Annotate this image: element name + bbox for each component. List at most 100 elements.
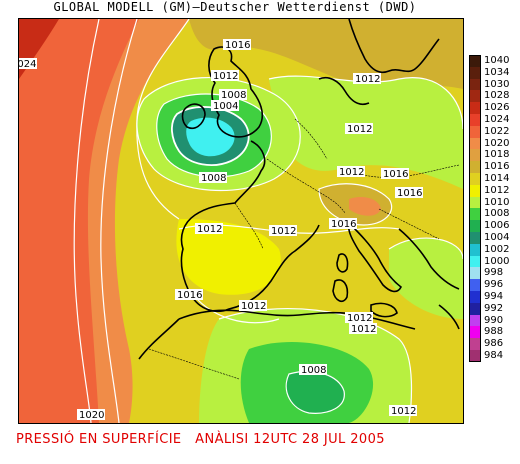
- legend-label: 1020: [484, 137, 510, 149]
- legend-label: 1026: [484, 102, 510, 114]
- legend-swatch: [469, 55, 481, 67]
- svg-text:1012: 1012: [339, 167, 364, 178]
- svg-text:1008: 1008: [301, 365, 326, 376]
- legend-swatch: [469, 349, 481, 362]
- legend-label: 1000: [484, 255, 510, 267]
- field-1006-south: [286, 371, 345, 414]
- isobar-label: 1016: [381, 168, 409, 180]
- legend-label: 1002: [484, 243, 510, 255]
- legend-swatch: [469, 290, 481, 303]
- isobar-label: 1012: [195, 223, 223, 235]
- field-1010-east: [389, 238, 463, 319]
- pressure-map-svg: 1016 1012 1008 1004 1008 1012 1012 1012 …: [19, 19, 463, 423]
- coastlines: [138, 19, 460, 360]
- legend-label: 1004: [484, 231, 510, 243]
- legend-label: 1022: [484, 125, 510, 137]
- legend-label: 1028: [484, 90, 510, 102]
- legend-swatch: [469, 267, 481, 280]
- legend-label: 990: [484, 314, 504, 326]
- analysis-time-label: ANÀLISI 12UTC 28 JUL 2005: [195, 432, 385, 447]
- isobar-label: 1016: [175, 289, 203, 301]
- legend-swatch: [469, 338, 481, 350]
- legend-swatch: [469, 113, 481, 126]
- svg-text:1012: 1012: [391, 406, 416, 417]
- isobar-label: 1012: [239, 300, 267, 312]
- legend-label: 992: [484, 302, 504, 314]
- isobar-label: 1008: [299, 364, 327, 376]
- svg-text:1016: 1016: [225, 40, 250, 51]
- svg-text:1008: 1008: [221, 90, 246, 101]
- legend-label: 1024: [484, 113, 510, 125]
- legend-label: 1006: [484, 220, 510, 232]
- legend-label: 1034: [484, 66, 510, 78]
- legend-swatch: [469, 66, 481, 79]
- svg-text:1016: 1016: [331, 219, 356, 230]
- legend-swatch: [469, 90, 481, 103]
- isobar-label: 1012: [269, 225, 297, 237]
- isobar-label: 1020: [77, 409, 105, 421]
- legend-swatch: [469, 326, 481, 339]
- svg-text:1016: 1016: [397, 188, 422, 199]
- isobar-label: 1012: [349, 323, 377, 335]
- svg-text:1016: 1016: [177, 290, 202, 301]
- field-1016-north: [189, 19, 463, 89]
- field-1012-iberia: [176, 219, 281, 295]
- pressure-map: 1016 1012 1008 1004 1008 1012 1012 1012 …: [18, 18, 464, 424]
- legend-label: 1010: [484, 196, 510, 208]
- isobar-label: 1012: [345, 312, 373, 324]
- isobar-label: 1012: [337, 166, 365, 178]
- legend-label: 988: [484, 326, 504, 338]
- legend-label: 996: [484, 279, 504, 291]
- svg-text:1012: 1012: [351, 324, 376, 335]
- legend-swatch: [469, 255, 481, 268]
- isobar-label: 1012: [389, 405, 417, 417]
- legend-label: 1014: [484, 172, 510, 184]
- legend-swatch: [469, 125, 481, 138]
- isobar-label: 1012: [345, 123, 373, 135]
- legend-swatch: [469, 208, 481, 221]
- isobar-label: 1008: [199, 172, 227, 184]
- legend-swatch: [469, 314, 481, 327]
- legend-label: 986: [484, 338, 504, 350]
- legend-swatch: [469, 243, 481, 256]
- legend-swatch: [469, 78, 481, 91]
- legend-swatch: [469, 302, 481, 315]
- field-1022: [19, 19, 139, 423]
- svg-text:1012: 1012: [355, 74, 380, 85]
- isobar-label: 1024: [19, 58, 37, 70]
- legend-swatch: [469, 184, 481, 197]
- legend-label: 1016: [484, 161, 510, 173]
- field-1000: [186, 117, 235, 157]
- legend-swatch: [469, 196, 481, 209]
- svg-text:1004: 1004: [213, 101, 238, 112]
- legend-swatch: [469, 137, 481, 150]
- legend-label: 998: [484, 267, 504, 279]
- legend-swatch: [469, 220, 481, 232]
- isobar-label: 1012: [353, 73, 381, 85]
- isobar-label: 1016: [395, 187, 423, 199]
- svg-text:1012: 1012: [347, 313, 372, 324]
- legend-label: 994: [484, 290, 504, 302]
- legend-label: 1012: [484, 184, 510, 196]
- legend-label: 1040: [484, 55, 510, 66]
- svg-text:1012: 1012: [347, 124, 372, 135]
- legend-swatch: [469, 149, 481, 162]
- svg-text:1024: 1024: [19, 59, 36, 70]
- isobar-labels: 1016 1012 1008 1004 1008 1012 1012 1012 …: [19, 39, 423, 421]
- legend-label: 984: [484, 349, 504, 361]
- legend-swatch: [469, 231, 481, 244]
- isobar-label: 1012: [211, 70, 239, 82]
- legend-swatch: [469, 279, 481, 291]
- svg-text:1012: 1012: [241, 301, 266, 312]
- legend-label: 1030: [484, 78, 510, 90]
- isobar-label: 1016: [329, 218, 357, 230]
- svg-text:1008: 1008: [201, 173, 226, 184]
- legend-label: 1008: [484, 208, 510, 220]
- field-1018-alps: [349, 197, 381, 216]
- svg-text:1020: 1020: [79, 410, 104, 421]
- svg-text:1012: 1012: [271, 226, 296, 237]
- product-label: PRESSIÓ EN SUPERFÍCIE: [16, 432, 182, 447]
- legend-swatch: [469, 161, 481, 173]
- isobar-label: 1016: [223, 39, 251, 51]
- isobar-label: 1004: [211, 100, 239, 112]
